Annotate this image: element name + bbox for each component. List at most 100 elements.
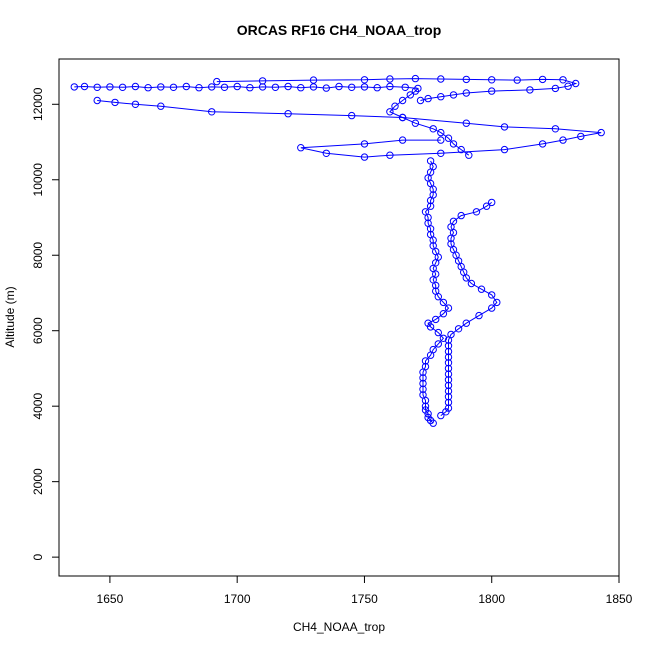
data-point bbox=[462, 319, 470, 327]
data-point bbox=[432, 287, 440, 295]
data-point bbox=[421, 357, 430, 365]
data-point bbox=[551, 125, 560, 133]
data-point bbox=[538, 140, 547, 148]
data-point bbox=[434, 340, 442, 348]
data-point bbox=[233, 82, 241, 91]
data-point bbox=[559, 76, 567, 84]
data-point bbox=[437, 93, 445, 101]
data-point bbox=[444, 398, 453, 407]
data-point bbox=[439, 298, 448, 307]
series-line bbox=[97, 100, 602, 158]
series-line bbox=[422, 160, 450, 424]
data-point bbox=[182, 82, 191, 91]
y-tick-label: 12000 bbox=[31, 87, 45, 121]
data-point bbox=[457, 145, 465, 154]
data-point bbox=[477, 285, 486, 293]
data-point bbox=[208, 108, 216, 116]
data-point bbox=[444, 404, 453, 412]
data-point bbox=[421, 402, 430, 410]
data-point bbox=[421, 208, 430, 216]
y-tick-label: 2000 bbox=[31, 468, 45, 495]
data-point bbox=[169, 83, 178, 92]
x-tick-label: 1700 bbox=[224, 592, 251, 606]
data-point bbox=[467, 279, 476, 288]
data-point bbox=[462, 89, 470, 97]
data-point bbox=[429, 125, 437, 133]
series-line bbox=[74, 85, 470, 156]
data-point bbox=[475, 311, 483, 320]
data-point bbox=[271, 83, 280, 92]
data-point bbox=[213, 77, 221, 86]
chart-title: ORCAS RF16 CH4_NOAA_trop bbox=[237, 22, 442, 38]
data-point bbox=[564, 82, 572, 90]
data-point bbox=[437, 136, 445, 144]
data-point bbox=[444, 387, 453, 395]
data-point bbox=[513, 76, 521, 84]
data-point bbox=[444, 336, 453, 344]
data-point bbox=[444, 381, 453, 390]
data-point bbox=[444, 359, 453, 367]
data-point bbox=[348, 83, 356, 92]
data-point bbox=[449, 91, 458, 99]
data-point bbox=[482, 202, 491, 210]
data-point bbox=[258, 77, 267, 85]
series-line bbox=[216, 78, 578, 101]
data-point bbox=[111, 98, 119, 107]
data-point bbox=[426, 157, 435, 165]
data-point bbox=[551, 84, 560, 93]
data-point bbox=[386, 108, 394, 116]
data-point bbox=[406, 91, 414, 99]
data-point bbox=[426, 202, 435, 210]
data-point bbox=[309, 76, 318, 84]
data-point bbox=[106, 83, 114, 91]
data-point bbox=[419, 385, 427, 393]
y-tick-label: 8000 bbox=[31, 242, 45, 269]
data-point bbox=[360, 153, 369, 161]
data-point bbox=[386, 75, 394, 83]
data-point bbox=[93, 96, 101, 105]
data-point bbox=[373, 84, 381, 92]
data-point bbox=[398, 113, 407, 122]
data-point bbox=[437, 128, 445, 137]
data-point bbox=[416, 96, 425, 105]
x-tick-label: 1850 bbox=[606, 592, 633, 606]
data-point bbox=[391, 102, 399, 110]
data-point bbox=[424, 319, 432, 327]
y-axis-label: Altitude (m) bbox=[3, 286, 17, 347]
data-point bbox=[118, 83, 127, 92]
data-point bbox=[398, 136, 407, 144]
data-point bbox=[424, 219, 432, 227]
data-point bbox=[572, 79, 580, 88]
data-point bbox=[419, 391, 427, 399]
data-point bbox=[493, 298, 501, 307]
data-point bbox=[437, 75, 445, 83]
data-point bbox=[411, 74, 420, 83]
series-line bbox=[440, 201, 498, 417]
data-point bbox=[444, 370, 453, 378]
data-point bbox=[131, 82, 140, 91]
data-point bbox=[432, 315, 440, 324]
data-point bbox=[398, 96, 407, 105]
series-layer bbox=[70, 74, 605, 427]
data-point bbox=[439, 334, 448, 342]
data-point bbox=[597, 128, 605, 137]
y-tick-label: 0 bbox=[31, 553, 45, 560]
data-point bbox=[208, 83, 216, 91]
data-point bbox=[220, 83, 229, 92]
data-point bbox=[284, 82, 292, 91]
data-point bbox=[449, 140, 458, 148]
data-point bbox=[444, 393, 453, 401]
data-point bbox=[500, 145, 509, 154]
data-point bbox=[500, 123, 509, 131]
data-point bbox=[442, 408, 450, 416]
x-axis: 1650 1700 1750 1800 1850 bbox=[97, 575, 633, 606]
data-point bbox=[360, 76, 369, 84]
data-point bbox=[284, 110, 292, 118]
data-point bbox=[429, 191, 437, 199]
data-point bbox=[444, 347, 453, 356]
data-point bbox=[421, 362, 430, 371]
data-point bbox=[429, 242, 437, 250]
data-point bbox=[386, 82, 394, 91]
data-point bbox=[454, 325, 463, 333]
data-point bbox=[457, 211, 465, 220]
